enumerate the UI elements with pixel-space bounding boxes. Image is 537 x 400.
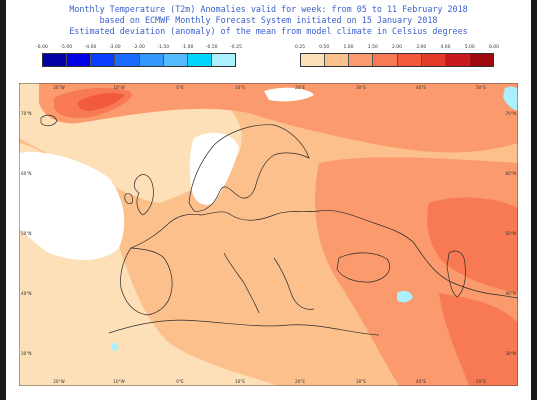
positive-legend-swatch: [445, 54, 470, 66]
longitude-label-bottom: 10°E: [235, 379, 245, 384]
positive-legend-label: 2.00: [391, 45, 403, 50]
coastline-balkans-greece: [273, 257, 315, 310]
negative-legend-label: -1.00: [181, 45, 194, 50]
neutral-region-atlantic: [19, 152, 125, 260]
latitude-ticks: 70°N 70°N 60°N 60°N 50°N 50°N 40°N 40°N 30°N 30°N: [21, 111, 516, 356]
longitude-label-bottom: 0°E: [176, 379, 184, 384]
frame-left: [0, 0, 6, 400]
anomaly-region-russia-hot: [427, 197, 518, 293]
longitude-ticks: 20°W 20°W 10°W 10°W 0°E 0°E 10°E 10°E 20°E 20°E 30…: [53, 85, 486, 384]
latitude-label-left: 70°N: [21, 111, 32, 116]
longitude-label-bottom: 20°W: [53, 379, 65, 384]
negative-anomaly-legend: -6.00 -5.00 -4.00 -3.00 -2.00 -1.50 -1.00 -0.50…: [36, 45, 242, 67]
positive-legend-swatch: [469, 54, 493, 66]
negative-legend-swatch: [115, 54, 140, 66]
negative-legend-ticks: -6.00 -5.00 -4.00 -3.00 -2.00 -1.50 -1.00 -0.50…: [36, 45, 242, 53]
coastline-caspian-sea: [446, 250, 466, 298]
longitude-label-top: 30°E: [356, 85, 366, 90]
negative-legend-swatch: [43, 54, 68, 66]
latitude-label-left: 50°N: [21, 231, 32, 236]
cold-spot-north-africa: [111, 342, 119, 352]
longitude-label-top: 0°E: [176, 85, 184, 90]
coastline-scandinavia: [188, 124, 310, 212]
latitude-label-left: 30°N: [21, 351, 32, 356]
latitude-label-right: 60°N: [505, 171, 516, 176]
latitude-label-left: 60°N: [21, 171, 32, 176]
anomaly-region-north-warm: [39, 83, 518, 153]
longitude-label-bottom: 30°E: [356, 379, 366, 384]
latitude-label-right: 30°N: [505, 351, 516, 356]
cold-spot-anatolia: [397, 290, 413, 303]
negative-legend-swatch: [91, 54, 116, 66]
positive-anomaly-legend: 0.25 0.50 1.00 1.50 2.00 3.00 4.00 5.00 6.00: [295, 45, 499, 67]
neutral-region-arctic-strip: [264, 87, 314, 102]
longitude-label-top: 50°E: [476, 85, 486, 90]
title-block: Monthly Temperature (T2m) Anomalies vali…: [0, 4, 537, 37]
negative-legend-label: -0.50: [205, 45, 218, 50]
coastlines: [40, 114, 518, 336]
longitude-label-bottom: 40°E: [416, 379, 426, 384]
positive-legend-label: 1.00: [343, 45, 354, 50]
neutral-region-scandinavia: [189, 132, 239, 205]
negative-legend-label: -2.00: [133, 45, 145, 50]
coastline-iceland: [40, 114, 58, 127]
positive-legend-label: 3.00: [416, 45, 427, 50]
anomaly-map: 20°W 20°W 10°W 10°W 0°E 0°E 10°E 10°E 20°E 20°E 30…: [19, 83, 518, 386]
cold-spot-barents: [503, 86, 518, 111]
negative-legend-label: -0.25: [230, 45, 242, 50]
positive-legend-bar: [300, 53, 494, 67]
coastline-british-isles: [124, 174, 154, 216]
coastline-black-sea: [336, 252, 391, 283]
negative-legend-label: -5.00: [60, 45, 73, 50]
negative-legend-swatch: [187, 54, 212, 66]
coastline-europe-mainland: [130, 210, 518, 299]
latitude-label-right: 50°N: [505, 231, 516, 236]
positive-legend-ticks: 0.25 0.50 1.00 1.50 2.00 3.00 4.00 5.00 6.00: [295, 45, 499, 53]
negative-legend-swatch: [139, 54, 164, 66]
positive-legend-label: 4.00: [440, 45, 451, 50]
longitude-label-bottom: 20°E: [295, 379, 305, 384]
latitude-label-left: 40°N: [21, 291, 32, 296]
coastline-north-africa: [108, 319, 380, 336]
coastline-iberia: [120, 247, 173, 316]
anomaly-region-caspian-hot: [439, 293, 518, 386]
longitude-label-top: 40°E: [416, 85, 426, 90]
positive-legend-label: 0.50: [319, 45, 330, 50]
longitude-label-top: 10°E: [235, 85, 245, 90]
longitude-label-bottom: 10°W: [113, 379, 125, 384]
positive-legend-swatch: [421, 54, 446, 66]
positive-legend-swatch: [325, 54, 350, 66]
positive-legend-swatch: [373, 54, 398, 66]
title-line-1: Monthly Temperature (T2m) Anomalies vali…: [69, 4, 468, 14]
positive-legend-label: 6.00: [488, 45, 500, 50]
longitude-label-bottom: 50°E: [476, 379, 486, 384]
positive-legend-swatch: [397, 54, 422, 66]
negative-legend-label: -6.00: [36, 45, 48, 50]
positive-legend-swatch: [301, 54, 326, 66]
longitude-label-top: 20°E: [295, 85, 305, 90]
positive-legend-swatch: [349, 54, 374, 66]
negative-legend-label: -1.50: [157, 45, 170, 50]
coastline-italy: [223, 252, 260, 314]
latitude-label-right: 40°N: [505, 291, 516, 296]
positive-legend-label: 5.00: [464, 45, 475, 50]
anomaly-region-greenland-core: [77, 93, 124, 111]
positive-legend-label: 1.50: [367, 45, 378, 50]
longitude-label-top: 10°W: [113, 85, 125, 90]
negative-legend-label: -4.00: [84, 45, 97, 50]
negative-legend-label: -3.00: [108, 45, 121, 50]
frame-right: [531, 0, 537, 400]
title-line-3: Estimated deviation (anomaly) of the mea…: [69, 26, 468, 36]
negative-legend-swatch: [211, 54, 235, 66]
negative-legend-swatch: [163, 54, 188, 66]
title-line-2: based on ECMWF Monthly Forecast System i…: [99, 15, 438, 25]
positive-legend-label: 0.25: [294, 45, 306, 50]
negative-legend-swatch: [67, 54, 92, 66]
longitude-label-top: 20°W: [53, 85, 65, 90]
latitude-label-right: 70°N: [505, 111, 516, 116]
negative-legend-bar: [42, 53, 236, 67]
